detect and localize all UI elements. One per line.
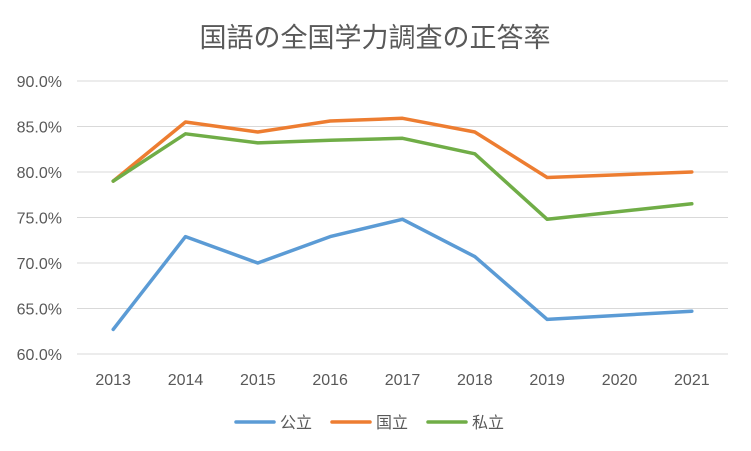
x-tick-label: 2013 xyxy=(95,372,131,389)
x-tick-label: 2017 xyxy=(385,372,421,389)
gridlines xyxy=(77,80,728,355)
legend: 公立 国立 私立 xyxy=(234,413,504,432)
chart-title: 国語の全国学力調査の正答率 xyxy=(200,23,551,54)
y-tick-label: 90.0% xyxy=(17,74,62,91)
x-tick-label: 2019 xyxy=(529,372,565,389)
x-tick-label: 2014 xyxy=(168,372,204,389)
legend-label: 国立 xyxy=(376,413,408,432)
legend-label: 私立 xyxy=(472,413,504,432)
x-tick-label: 2018 xyxy=(457,372,493,389)
y-axis-ticks: 60.0% 65.0% 70.0% 75.0% 80.0% 85.0% 90.0% xyxy=(17,74,62,364)
legend-item: 公立 xyxy=(234,413,312,432)
series-line-2 xyxy=(111,116,694,183)
y-tick-label: 60.0% xyxy=(17,347,62,364)
x-tick-label: 2016 xyxy=(312,372,348,389)
y-tick-label: 75.0% xyxy=(17,211,62,228)
series-line-3 xyxy=(111,132,694,222)
y-tick-label: 80.0% xyxy=(17,165,62,182)
series-line-1 xyxy=(111,217,694,332)
y-tick-label: 65.0% xyxy=(17,302,62,319)
legend-label: 公立 xyxy=(280,413,312,432)
y-tick-label: 70.0% xyxy=(17,256,62,273)
x-tick-label: 2020 xyxy=(602,372,638,389)
legend-item: 私立 xyxy=(426,413,504,432)
legend-item: 国立 xyxy=(330,413,408,432)
series-lines xyxy=(111,116,694,332)
x-tick-label: 2021 xyxy=(674,372,710,389)
y-tick-label: 85.0% xyxy=(17,120,62,137)
x-axis-ticks: 2013 2014 2015 2016 2017 2018 2019 2020 2021 xyxy=(95,372,709,389)
x-tick-label: 2015 xyxy=(240,372,276,389)
